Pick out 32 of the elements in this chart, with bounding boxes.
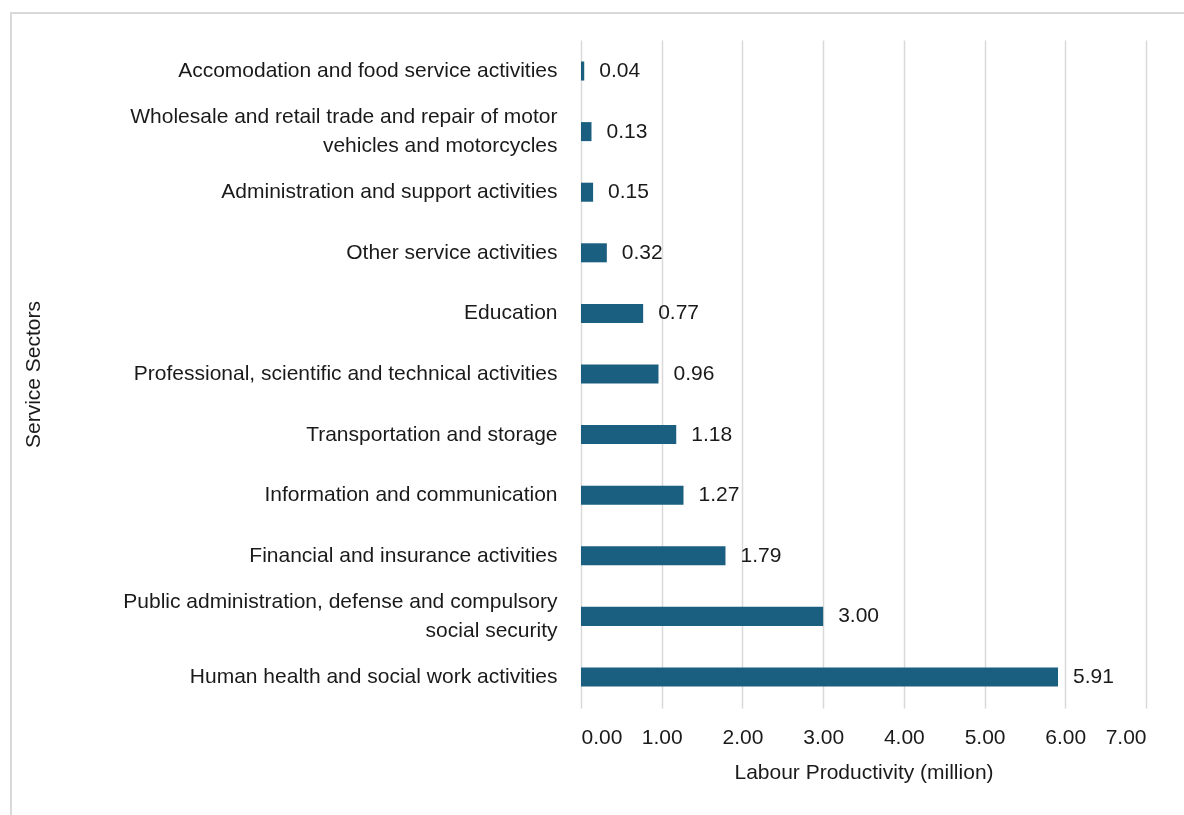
x-tick-label: 1.00 — [641, 724, 683, 748]
data-label: 0.77 — [658, 300, 700, 324]
data-label: 0.04 — [599, 58, 641, 82]
data-label: 0.96 — [673, 361, 715, 384]
y-tick-label: Other service activities — [346, 239, 558, 263]
y-tick-label: Human health and social work activities — [189, 663, 558, 687]
data-label: 1.27 — [698, 482, 740, 506]
data-label: 3.00 — [838, 603, 880, 627]
y-tick-label: Accomodation and food service activities — [178, 58, 558, 82]
data-label: 1.79 — [740, 542, 782, 566]
x-tick-label: 0.00 — [581, 724, 623, 748]
y-axis-title: Service Sectors — [20, 300, 44, 449]
data-label: 0.32 — [621, 239, 663, 263]
data-label: 0.13 — [606, 118, 648, 142]
x-tick-label: 3.00 — [803, 724, 845, 748]
y-tick-label: Financial and insurance activities — [249, 542, 558, 566]
x-tick-label: 7.00 — [1105, 724, 1147, 748]
y-tick-label: Information and communication — [264, 482, 558, 506]
y-tick-label: Professional, scientific and technical activities — [133, 361, 558, 384]
x-tick-label: 5.00 — [964, 724, 1006, 748]
y-tick-label: Public administration, defense and compulsory social security — [123, 588, 558, 641]
x-axis-title: Labour Productivity (million) — [734, 759, 994, 783]
y-tick-label: Administration and support activities — [221, 179, 558, 203]
x-tick-label: 2.00 — [722, 724, 764, 748]
x-tick-label: 4.00 — [883, 724, 925, 748]
data-label: 0.15 — [608, 179, 649, 203]
data-label: 1.18 — [691, 421, 733, 445]
data-label: 5.91 — [1073, 663, 1114, 687]
x-tick-label: 6.00 — [1045, 724, 1087, 748]
y-tick-label: Wholesale and retail trade and repair of motor vehicles and motorcycles — [130, 104, 558, 157]
y-tick-label: Education — [464, 300, 558, 324]
y-tick-label: Transportation and storage — [306, 421, 558, 445]
